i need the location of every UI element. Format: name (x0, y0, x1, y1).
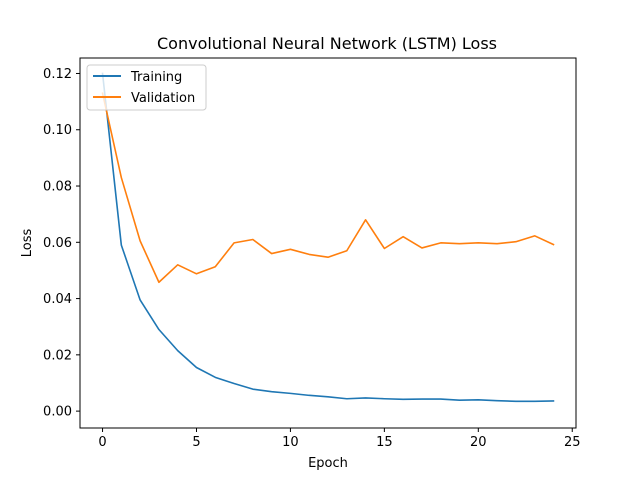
x-tick-label: 15 (376, 435, 393, 450)
legend-label-validation: Validation (131, 91, 195, 106)
x-tick-label: 25 (564, 435, 581, 450)
x-tick-label: 10 (282, 435, 299, 450)
x-tick-label: 5 (192, 435, 200, 450)
y-tick-label: 0.02 (43, 348, 72, 363)
series-line-validation (101, 92, 555, 284)
legend-label-training: Training (130, 70, 182, 85)
x-axis-label: Epoch (308, 456, 348, 471)
x-tick-label: 20 (470, 435, 487, 450)
series-line-training (101, 72, 555, 403)
legend: Training Validation (86, 64, 207, 111)
plot-frame (79, 57, 577, 429)
chart-title: Convolutional Neural Network (LSTM) Loss (157, 34, 497, 53)
y-tick-label: 0.10 (43, 123, 72, 138)
tick-layer: 0 5 10 15 20 25 0.00 0.02 0.04 0.06 0.08 0.10 0.12 (43, 67, 580, 450)
y-tick-label: 0.04 (43, 292, 72, 307)
x-tick-label: 0 (98, 435, 106, 450)
y-tick-label: 0.00 (43, 405, 72, 420)
y-tick-label: 0.12 (43, 67, 72, 82)
y-tick-label: 0.08 (43, 180, 72, 195)
y-axis-label: Loss (20, 229, 35, 258)
y-tick-label: 0.06 (43, 236, 72, 251)
series-layer (101, 72, 555, 403)
